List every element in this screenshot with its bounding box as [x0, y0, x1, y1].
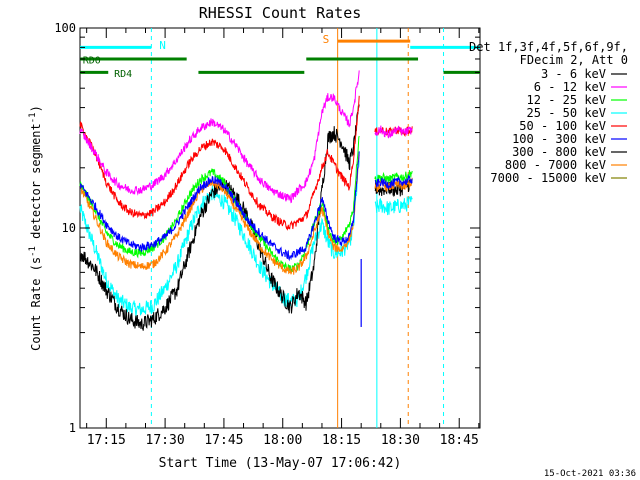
x-axis-label: Start Time (13-May-07 17:06:42) — [159, 456, 402, 471]
chart-title: RHESSI Count Rates — [199, 4, 362, 22]
generated-timestamp: 15-Oct-2021 03:36 — [544, 469, 636, 479]
y-axis-label-end: ) — [29, 105, 43, 112]
annotations: N S RD0 RD4 — [80, 28, 480, 428]
series-line — [79, 95, 360, 231]
y-axis-label-mid: detector segment — [29, 123, 43, 246]
legend-entry-label: 50 - 100 keV — [519, 119, 606, 133]
y-tick-label: 10 — [62, 221, 76, 235]
series-line — [374, 174, 413, 189]
x-tick-label: 18:45 — [440, 433, 479, 448]
y-axis-label-main: Count Rate (s — [29, 257, 43, 351]
rd-flag-label: RD0 — [83, 56, 101, 67]
x-tick-label: 18:15 — [322, 433, 361, 448]
series-line — [79, 151, 360, 262]
data-series — [79, 70, 413, 331]
legend-entry-label: 300 - 800 keV — [512, 145, 606, 159]
legend-header-line2: FDecim 2, Att 0 — [520, 53, 628, 67]
legend-entry-label: 6 - 12 keV — [534, 80, 606, 94]
y-axis-label: Count Rate (s-1 detector segment-1) — [28, 105, 43, 351]
x-tick-label: 17:45 — [204, 433, 243, 448]
axes: 1 10 100 17:15 17:30 17:45 18:00 18:15 18:30 18:4… — [54, 21, 480, 448]
legend-entry-label: 25 - 50 keV — [527, 106, 606, 120]
plot-frame — [79, 27, 481, 429]
series-line — [79, 154, 360, 275]
saa-flag-label: S — [323, 33, 330, 46]
rd-flag-label: RD4 — [114, 69, 132, 80]
legend-entry-label: 100 - 300 keV — [512, 132, 606, 146]
y-axis-label-sup2: -1 — [28, 112, 38, 123]
legend: Det 1f,3f,4f,5f,6f,9f, FDecim 2, Att 0 3… — [469, 40, 628, 185]
attenuator-flag-label: N — [159, 39, 166, 52]
legend-entry-label: 3 - 6 keV — [541, 67, 606, 81]
series-line — [374, 170, 413, 184]
series-line — [374, 125, 413, 139]
y-tick-label: 1 — [69, 421, 76, 435]
x-tick-label: 17:30 — [146, 433, 185, 448]
series-line — [374, 195, 413, 216]
legend-entry-label: 7000 - 15000 keV — [490, 171, 606, 185]
legend-entry-label: 12 - 25 keV — [527, 93, 606, 107]
legend-header-line1: Det 1f,3f,4f,5f,6f,9f, — [469, 40, 628, 54]
series-line — [79, 160, 360, 317]
series-line — [79, 70, 360, 204]
legend-entry-label: 800 - 7000 keV — [505, 158, 606, 172]
x-tick-label: 18:00 — [263, 433, 302, 448]
plot-area-border — [79, 27, 481, 429]
x-tick-label: 18:30 — [381, 433, 420, 448]
x-tick-label: 17:15 — [87, 433, 126, 448]
y-axis-label-sup1: -1 — [28, 246, 38, 257]
y-tick-label: 100 — [54, 21, 76, 35]
